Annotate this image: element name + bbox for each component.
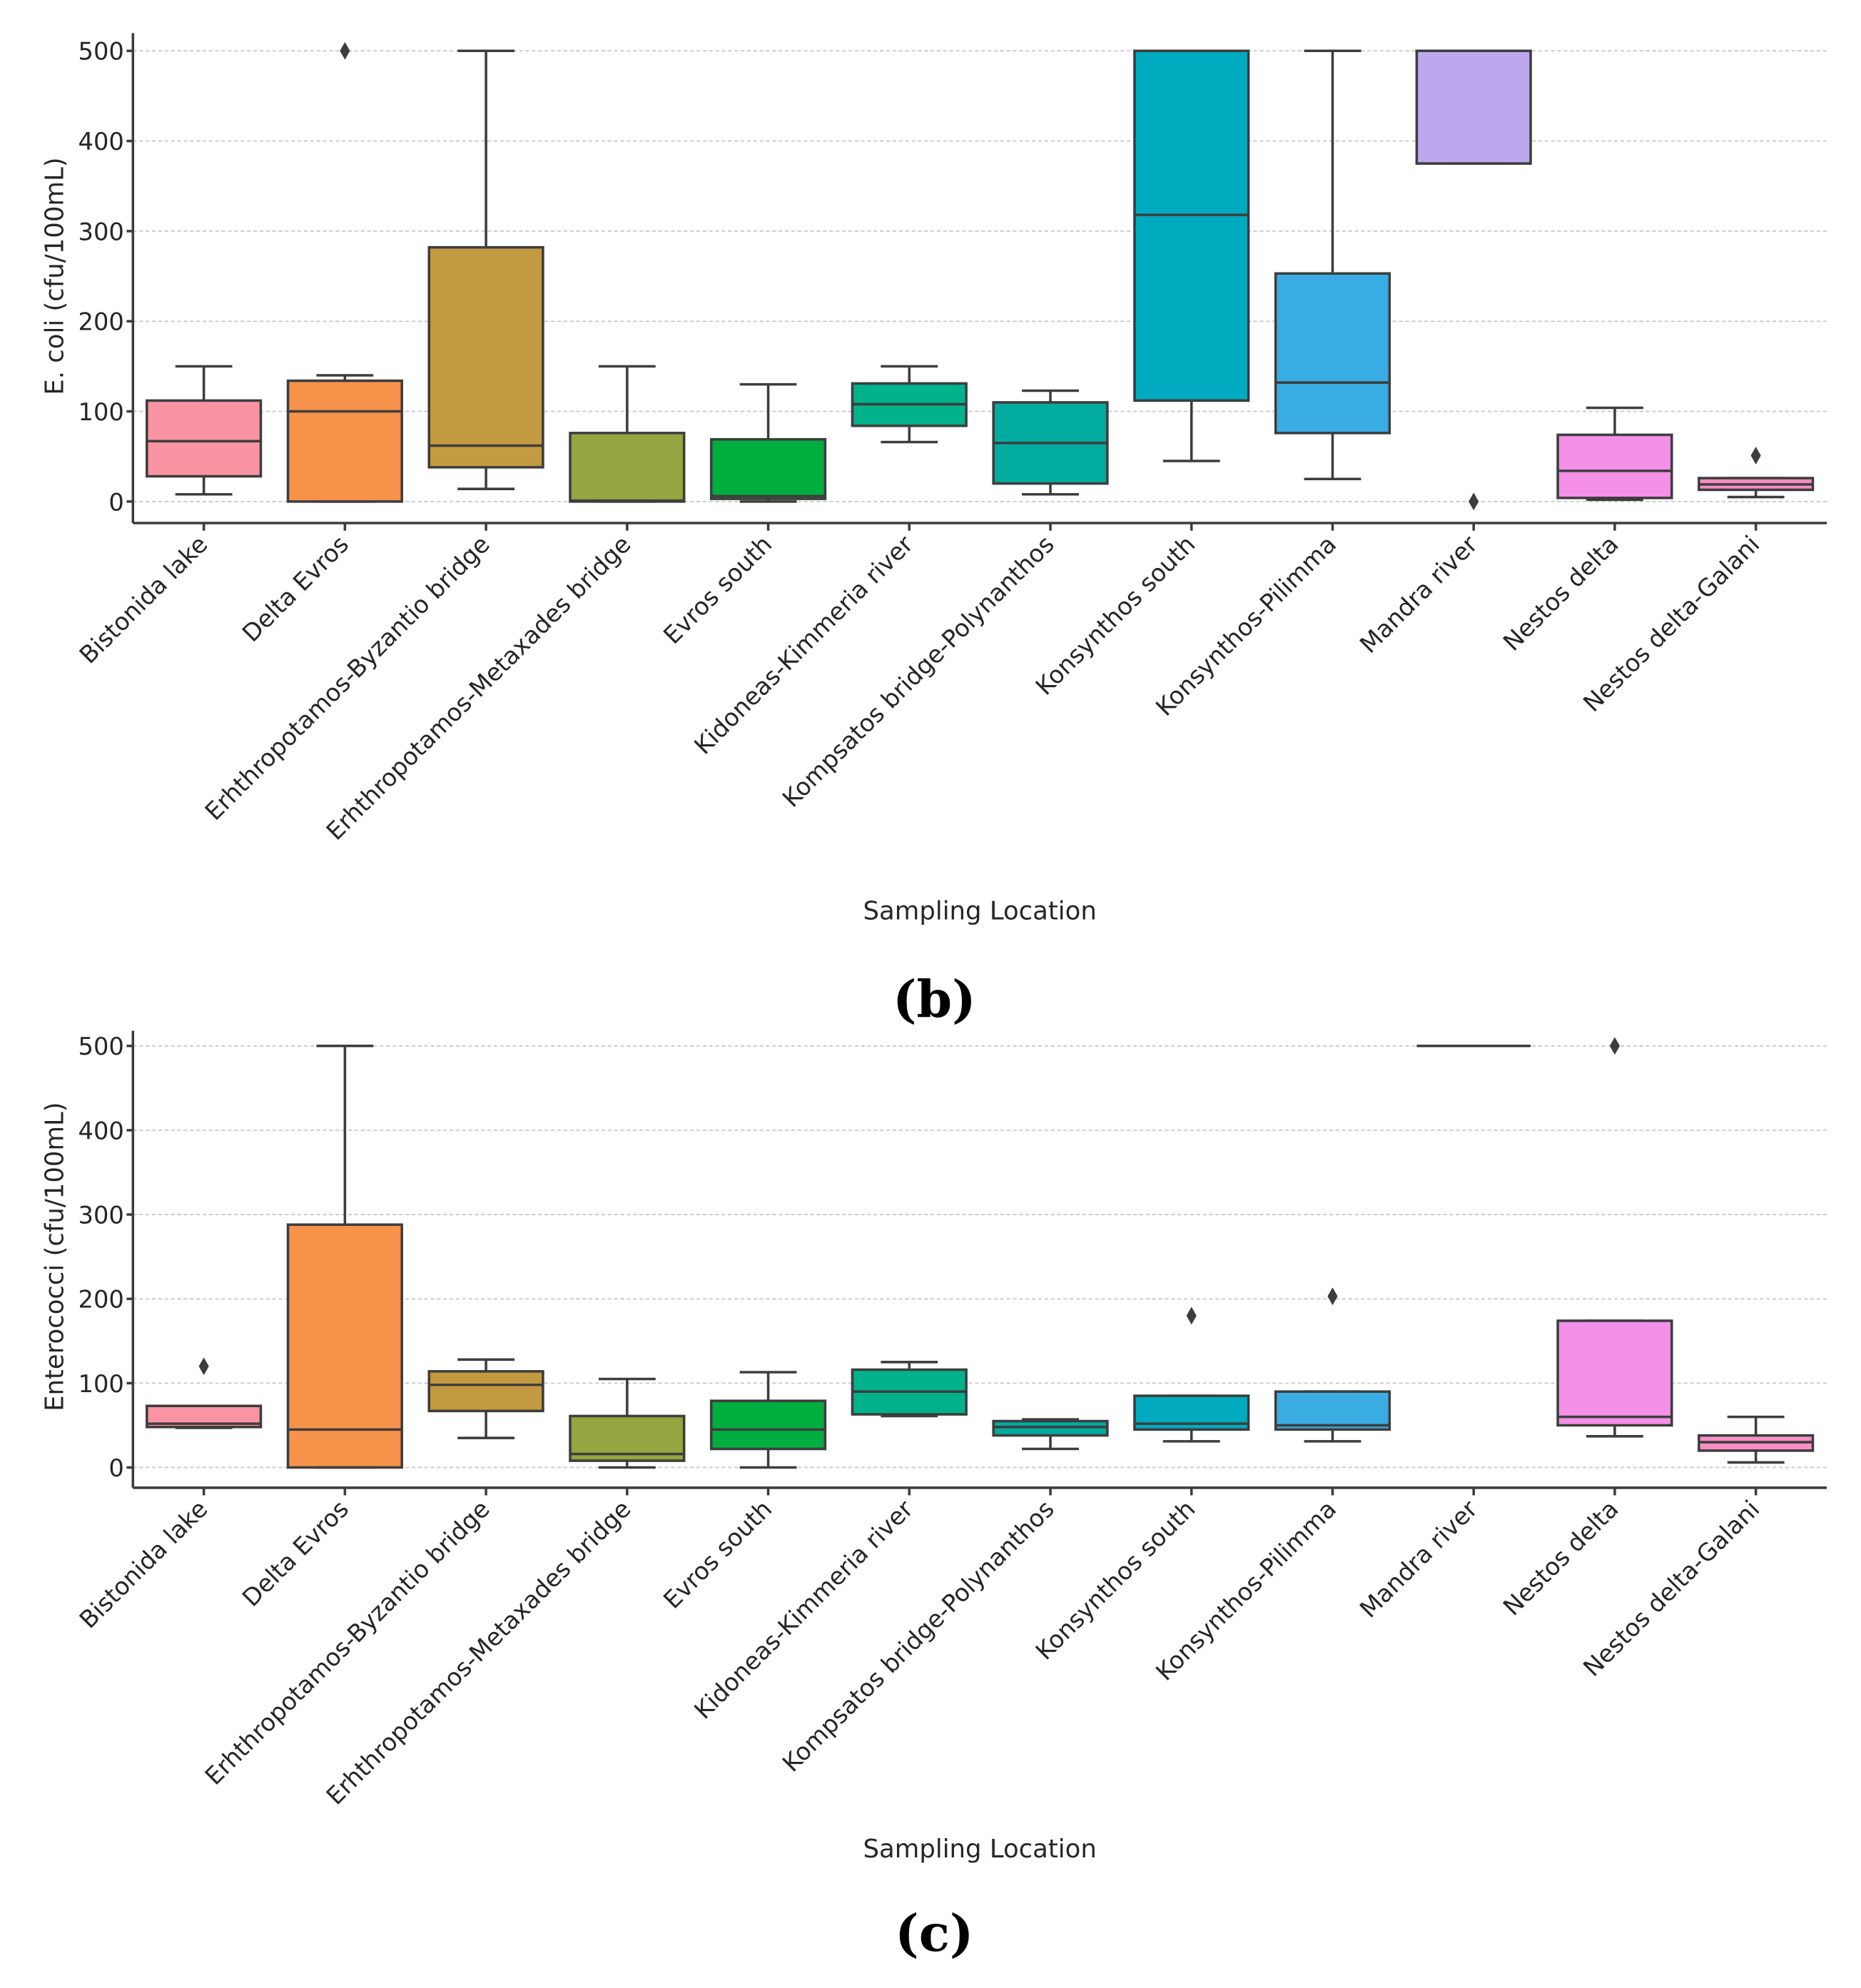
panel-label: (c) <box>895 1903 973 1963</box>
box-3 <box>427 49 544 490</box>
y-tick-label: 400 <box>78 1117 124 1145</box>
enterococci-boxplot: 0 100 200 300 400 500 Bistonida lake Delta Evro… <box>41 1030 1827 1963</box>
x-tick-label: Konsynthos south <box>1030 530 1201 701</box>
box-2 <box>286 1044 403 1469</box>
iqr-box <box>709 1399 827 1451</box>
box-4 <box>569 365 686 503</box>
panel-label: (b) <box>893 969 976 1029</box>
y-axis-label: Enterococci (cfu/100mL) <box>41 1102 70 1411</box>
y-tick-label: 500 <box>78 38 124 66</box>
iqr-box <box>709 437 827 500</box>
box-4 <box>569 1377 686 1469</box>
y-tick-label: 200 <box>78 308 124 336</box>
x-tick-label: Erhthropotamos-Metaxades bridge <box>321 530 637 846</box>
outlier-point <box>1469 492 1479 511</box>
box-2 <box>286 41 403 503</box>
x-tick-label: Evros south <box>658 530 777 649</box>
y-tick-label: 200 <box>78 1286 124 1314</box>
box-12 <box>1698 1415 1815 1464</box>
y-tick-label: 400 <box>78 128 124 156</box>
y-tick-label: 100 <box>78 398 124 426</box>
box-1 <box>146 365 263 496</box>
x-tick-label: Nestos delta <box>1498 1495 1624 1621</box>
box-9 <box>1274 49 1391 481</box>
y-tick-label: 0 <box>108 488 123 516</box>
x-tick-label: Evros south <box>658 1495 777 1614</box>
iqr-box <box>569 432 686 503</box>
box-5 <box>709 1371 827 1469</box>
x-tick-label: Erhthropotamos-Byzantio bridge <box>200 530 495 826</box>
box-8 <box>1133 1307 1250 1443</box>
box-9 <box>1274 1287 1391 1443</box>
x-tick-label: Mandra river <box>1354 1495 1483 1623</box>
x-tick-label: Konsynthos south <box>1030 1495 1201 1665</box>
box-11 <box>1556 406 1673 502</box>
iqr-box <box>286 1223 403 1469</box>
y-tick-label: 300 <box>78 218 124 245</box>
x-axis-label: Sampling Location <box>863 896 1097 925</box>
outlier-point <box>1609 1037 1621 1055</box>
y-tick-label: 0 <box>108 1454 123 1482</box>
box-7 <box>992 389 1109 496</box>
box-1 <box>146 1357 263 1429</box>
iqr-box <box>1274 1390 1391 1431</box>
box-10 <box>1415 49 1532 511</box>
x-axis-label: Sampling Location <box>863 1835 1097 1864</box>
x-tick-label: Mandra river <box>1354 530 1483 659</box>
outlier-point <box>340 41 350 60</box>
iqr-box <box>1133 49 1250 402</box>
x-tick-label: Delta Evros <box>237 1495 354 1612</box>
y-tick-label: 100 <box>78 1370 124 1398</box>
x-tick-label: Erhthropotamos-Byzantio bridge <box>200 1495 495 1790</box>
x-tick-label: Bistonida lake <box>74 530 213 669</box>
x-tick-label: Bistonida lake <box>74 1495 213 1634</box>
box-6 <box>851 365 968 444</box>
x-tick-label: Erhthropotamos-Metaxades bridge <box>321 1495 637 1810</box>
outlier-point <box>1327 1287 1338 1306</box>
iqr-box <box>146 399 263 478</box>
iqr-box <box>427 245 544 469</box>
box-6 <box>851 1361 968 1418</box>
y-tick-label: 500 <box>78 1033 124 1060</box>
iqr-box <box>286 379 403 503</box>
x-tick-label: Kompsatos bridge-Polynanthos <box>777 1495 1060 1777</box>
box-12 <box>1698 447 1815 499</box>
iqr-box <box>1274 272 1391 435</box>
x-tick-label: Nestos delta <box>1498 530 1624 656</box>
y-tick-label: 300 <box>78 1201 124 1229</box>
y-axis-label: E. coli (cfu/100mL) <box>41 157 70 395</box>
iqr-box <box>427 1370 544 1413</box>
box-7 <box>992 1418 1109 1451</box>
iqr-box <box>1415 49 1532 165</box>
x-tick-label: Kompsatos bridge-Polynanthos <box>777 530 1060 813</box>
outlier-point <box>198 1357 209 1376</box>
outlier-point <box>1186 1307 1197 1325</box>
box-8 <box>1133 49 1250 462</box>
iqr-box <box>1556 433 1673 499</box>
ecoli-boxplot: 0 100 200 300 400 500 Bistonida lake Delta Evro… <box>41 33 1827 1029</box>
iqr-box <box>1556 1319 1673 1427</box>
outlier-point <box>1750 447 1761 465</box>
box-11 <box>1556 1037 1673 1438</box>
box-5 <box>709 382 827 503</box>
box-3 <box>427 1358 544 1439</box>
x-tick-label: Delta Evros <box>237 530 354 647</box>
